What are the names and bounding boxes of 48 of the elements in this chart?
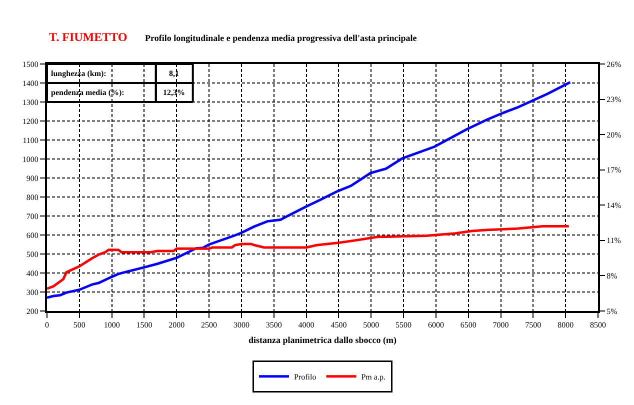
x-tick-label: 500 (73, 320, 86, 330)
x-tick-label: 6000 (428, 320, 444, 330)
y2-tick-label: 20% (606, 130, 622, 140)
y-tick-label: 1100 (22, 136, 38, 145)
chart-subtitle: Profilo longitudinale e pendenza media progressiva dell'asta principale (145, 33, 417, 43)
y-tick-label: 500 (26, 250, 38, 259)
x-tick-label: 1000 (104, 320, 120, 330)
x-tick-label: 1500 (136, 320, 152, 330)
x-tick-label: 2500 (201, 320, 218, 330)
legend-label: Profilo (294, 372, 316, 382)
y-tick-label: 800 (26, 192, 38, 202)
x-tick-label: 3000 (233, 320, 250, 330)
y2-tick-label: 26% (606, 60, 622, 69)
y-tick-label: 1200 (22, 116, 38, 126)
x-tick-label: 2000 (168, 320, 185, 330)
y-tick-label: 1500 (22, 60, 38, 69)
y-tick-label: 700 (26, 212, 38, 221)
x-axis-title: distanza planimetrica dallo sbocco (m) (248, 334, 396, 345)
y2-tick-label: 8% (606, 272, 618, 281)
y2-tick-label: 17% (606, 166, 622, 175)
x-tick-label: 4000 (298, 320, 314, 330)
x-tick-label: 8000 (558, 320, 574, 330)
legend-label: Pm a.p. (361, 372, 386, 382)
x-tick-label: 0 (45, 320, 49, 330)
y-tick-label: 300 (26, 288, 38, 297)
y-tick-label: 900 (26, 174, 38, 183)
x-tick-label: 6500 (460, 320, 476, 330)
y-tick-label: 1400 (22, 78, 38, 88)
y2-tick-label: 14% (606, 200, 622, 210)
y2-tick-label: 23% (606, 95, 622, 104)
x-tick-label: 7500 (525, 320, 542, 330)
chart-title: T. FIUMETTO (49, 30, 128, 44)
annotation: pendenza media (%): (51, 88, 124, 97)
annotation: 12,3% (163, 88, 185, 97)
x-tick-label: 3500 (266, 320, 282, 330)
x-tick-label: 5000 (363, 320, 380, 330)
y2-tick-label: 5% (606, 306, 618, 316)
x-tick-label: 8500 (590, 320, 606, 330)
y-tick-label: 600 (26, 230, 38, 240)
x-tick-label: 5500 (396, 320, 412, 330)
y-tick-label: 200 (26, 306, 38, 316)
x-tick-label: 4500 (330, 320, 347, 330)
annotation: lunghezza (km): (51, 69, 106, 78)
y-tick-label: 1000 (22, 154, 38, 164)
y-tick-label: 1300 (22, 98, 38, 107)
x-tick-label: 7000 (492, 320, 509, 330)
y2-tick-label: 11% (606, 236, 622, 246)
y-tick-label: 400 (26, 268, 38, 278)
